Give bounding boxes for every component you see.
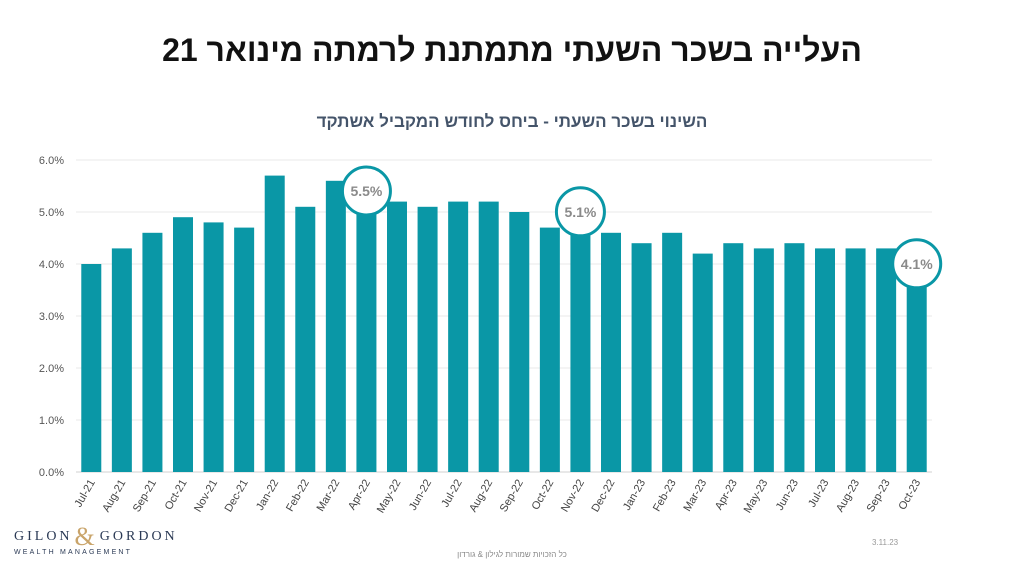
x-tick-label: Feb-22 <box>284 478 312 514</box>
y-tick-label: 6.0% <box>39 155 64 167</box>
callout-label: 5.5% <box>350 183 382 199</box>
x-tick-label: Apr-23 <box>713 478 740 513</box>
x-tick-label: Dec-21 <box>223 478 251 515</box>
bar <box>417 206 438 473</box>
x-tick-label: Jun-23 <box>774 478 801 513</box>
x-tick-label: Oct-21 <box>163 478 190 513</box>
bar <box>845 248 866 472</box>
logo-ampersand: & <box>74 522 98 551</box>
x-tick-label: Aug-21 <box>100 478 128 515</box>
bar <box>662 232 683 472</box>
bar <box>264 175 285 472</box>
x-tick-label: Mar-23 <box>681 478 709 514</box>
bar <box>234 227 255 472</box>
bar <box>753 248 774 472</box>
callout-label: 4.1% <box>901 256 933 272</box>
x-tick-label: May-23 <box>742 478 771 516</box>
x-tick-label: Jan-22 <box>254 478 281 513</box>
x-tick-label: May-22 <box>375 478 404 516</box>
x-tick-label: Sep-23 <box>865 478 893 515</box>
x-tick-label: Jan-23 <box>621 478 648 513</box>
x-tick-label: Oct-22 <box>530 478 557 513</box>
x-tick-label: Aug-22 <box>467 478 495 515</box>
bar <box>295 206 316 473</box>
bar <box>723 243 744 472</box>
x-tick-label: Oct-23 <box>896 478 923 513</box>
callout-circle <box>891 238 943 290</box>
bar <box>601 232 621 472</box>
callout-circle <box>340 165 392 217</box>
y-tick-label: 0.0% <box>39 467 64 479</box>
y-tick-label: 1.0% <box>39 415 64 427</box>
callout-circle <box>554 186 606 238</box>
bar <box>876 248 897 472</box>
footer-note: כל הזכויות שמורות לגילון & גורדון <box>457 550 567 559</box>
x-tick-label: Sep-22 <box>498 478 526 515</box>
x-tick-label: Apr-22 <box>346 478 373 513</box>
logo-name-left: GILON <box>14 529 73 544</box>
x-tick-label: Nov-21 <box>192 478 220 515</box>
bar <box>631 243 652 472</box>
bar <box>815 248 835 472</box>
bar <box>203 222 224 472</box>
page-title: העלייה בשכר השעתי מתמתנת לרמתה מינואר 21 <box>162 32 862 68</box>
bar <box>539 227 560 472</box>
x-tick-label: Jul-22 <box>439 478 464 510</box>
x-tick-label: Jun-22 <box>407 478 434 513</box>
callout-label: 5.1% <box>564 204 596 220</box>
bar <box>81 264 102 472</box>
x-tick-label: Jul-21 <box>73 478 98 510</box>
bar <box>509 212 530 472</box>
bar <box>173 217 193 472</box>
chart-title: השינוי בשכר השעתי - ביחס לחודש המקביל אש… <box>316 112 708 131</box>
x-tick-label: Jul-23 <box>806 478 831 510</box>
x-tick-label: Aug-23 <box>834 478 862 515</box>
bar <box>325 180 346 473</box>
bar <box>570 206 591 473</box>
slide-date: 3.11.23 <box>872 538 899 547</box>
y-tick-label: 5.0% <box>39 207 64 219</box>
y-tick-label: 3.0% <box>39 311 64 323</box>
x-tick-label: Dec-22 <box>589 478 617 515</box>
bar <box>906 258 927 472</box>
x-tick-label: Sep-21 <box>131 478 159 515</box>
bar <box>356 186 377 472</box>
bar <box>448 201 469 472</box>
bar <box>111 248 132 472</box>
logo-subtitle: WEALTH MANAGEMENT <box>14 549 133 556</box>
x-tick-label: Mar-22 <box>315 478 343 514</box>
bar <box>784 243 805 472</box>
y-tick-label: 2.0% <box>39 363 64 375</box>
company-logo: GILON & GORDON WEALTH MANAGEMENT <box>14 522 175 557</box>
bar <box>387 201 407 472</box>
bar <box>692 253 713 472</box>
bar <box>478 201 499 472</box>
bar <box>142 232 163 472</box>
logo-name-right: GORDON <box>99 529 178 544</box>
y-tick-label: 4.0% <box>39 259 64 271</box>
x-tick-label: Feb-23 <box>651 478 679 514</box>
x-tick-label: Nov-22 <box>559 478 587 515</box>
